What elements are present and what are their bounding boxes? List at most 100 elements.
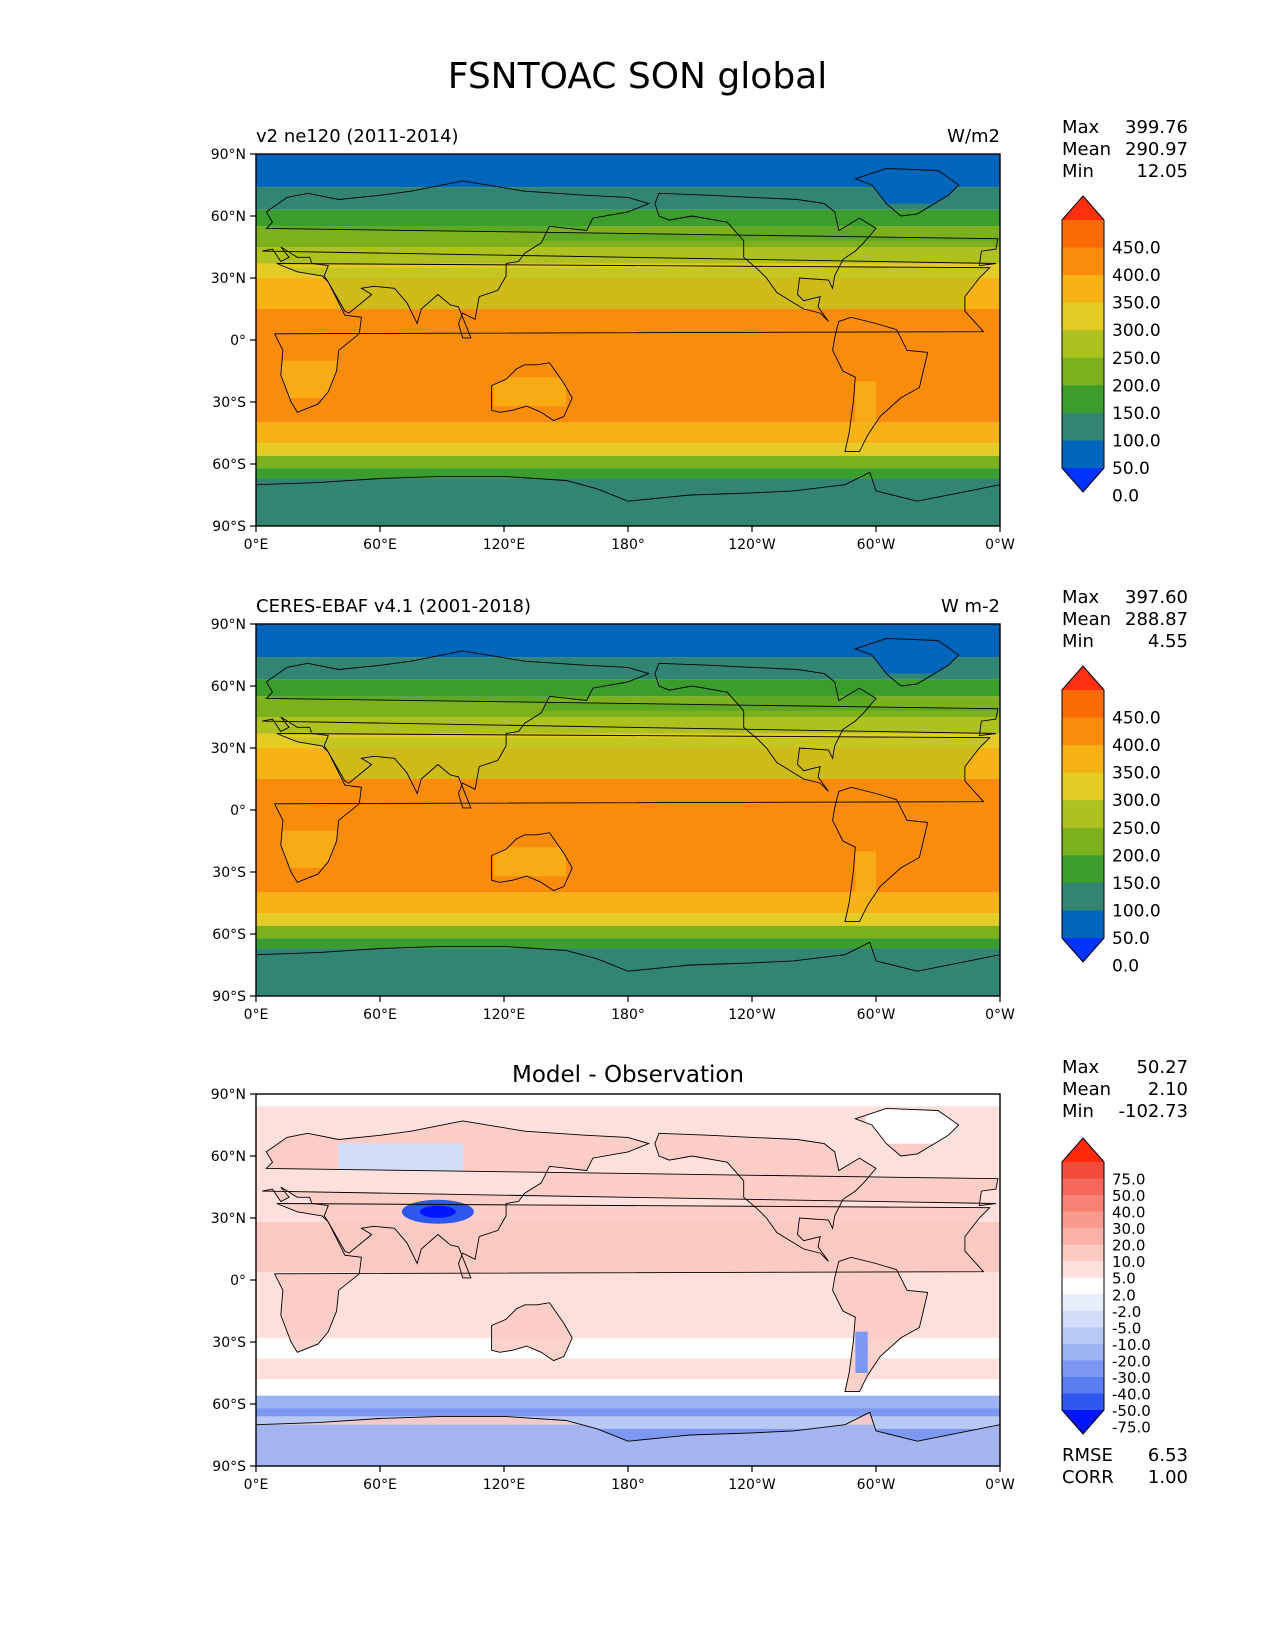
panel-center-title: Model - Observation bbox=[512, 1062, 744, 1088]
coastline bbox=[853, 638, 960, 687]
lat-tick-label: 60°N bbox=[211, 209, 246, 225]
colorbar-segment bbox=[1062, 1376, 1104, 1394]
colorbar-segment bbox=[1062, 1244, 1104, 1262]
coastline bbox=[273, 263, 991, 413]
panel-left-title: v2 ne120 (2011-2014) bbox=[256, 126, 459, 147]
colorbar-extend-top bbox=[1062, 196, 1104, 220]
field-band bbox=[256, 309, 1000, 423]
colorbar-tick-label: 20.0 bbox=[1112, 1237, 1145, 1255]
lat-tick-label: 0° bbox=[230, 803, 246, 819]
lon-tick-label: 0°E bbox=[244, 1477, 269, 1493]
colorbar-tick-label: -2.0 bbox=[1112, 1303, 1141, 1321]
colorbar-extend-bottom bbox=[1062, 1410, 1104, 1434]
colorbar-outline bbox=[1061, 1137, 1105, 1435]
colorbar-tick-label: 0.0 bbox=[1112, 957, 1139, 977]
map-panel-3: 90°N 60°N 30°N 0° 30°S 60°S 90°S 0°E 60°E 120°E 18… bbox=[211, 1057, 1188, 1493]
lon-tick-label: 180° bbox=[611, 1477, 645, 1493]
stat-label: CORR bbox=[1062, 1467, 1114, 1488]
stat-value: 290.97 bbox=[1125, 139, 1188, 160]
colorbar-segment bbox=[1062, 827, 1104, 856]
stat-value: 288.87 bbox=[1125, 609, 1188, 630]
stats-box: Max 399.76 Mean 290.97 Min 12.05 bbox=[1062, 117, 1188, 182]
lat-tick-label: 0° bbox=[230, 1273, 246, 1289]
colorbar-segment bbox=[1062, 717, 1104, 746]
colorbar-tick-label: 200.0 bbox=[1112, 376, 1161, 396]
colorbar-segment bbox=[1062, 910, 1104, 939]
field-band bbox=[256, 209, 1000, 227]
colorbar-tick-label: -10.0 bbox=[1112, 1336, 1151, 1354]
colorbar-segment bbox=[1062, 357, 1104, 386]
page-title: FSNTOAC SON global bbox=[447, 56, 828, 97]
field-band bbox=[256, 779, 1000, 893]
colorbar-tick-label: 75.0 bbox=[1112, 1171, 1145, 1189]
colorbar-segment bbox=[1062, 1261, 1104, 1279]
colorbar-tick-label: 100.0 bbox=[1112, 431, 1161, 451]
map-field bbox=[256, 1094, 1000, 1466]
map-panel-2: 90°N 60°N 30°N 0° 30°S 60°S 90°S 0°E 60°E 120°E 18… bbox=[211, 587, 1188, 1023]
stat-value: 397.60 bbox=[1125, 587, 1188, 608]
colorbar-segment bbox=[1062, 1393, 1104, 1411]
colorbar-tick-label: 100.0 bbox=[1112, 901, 1161, 921]
field-band bbox=[256, 1337, 1000, 1359]
coastline bbox=[832, 786, 929, 923]
colorbar-tick-label: 50.0 bbox=[1112, 459, 1150, 479]
field-band bbox=[256, 468, 1000, 479]
coastline bbox=[853, 168, 960, 217]
lon-tick-label: 120°E bbox=[483, 1007, 526, 1023]
colorbar-tick-label: 50.0 bbox=[1112, 929, 1150, 949]
lon-tick-label: 120°E bbox=[483, 1477, 526, 1493]
coastline bbox=[491, 832, 573, 892]
lat-tick-label: 30°S bbox=[212, 395, 246, 411]
coastlines bbox=[256, 638, 1000, 996]
colorbar-segment bbox=[1062, 1343, 1104, 1361]
stats-box: Max 50.27 Mean 2.10 Min -102.73 RMSE 6.53 CORR 1.… bbox=[1062, 1057, 1188, 1488]
field-band bbox=[256, 1379, 1000, 1396]
stat-label: Min bbox=[1062, 1101, 1094, 1122]
colorbar-segment bbox=[1062, 302, 1104, 331]
stat-label: Mean bbox=[1062, 139, 1111, 160]
colorbar-segment bbox=[1062, 1327, 1104, 1345]
colorbar-tick-label: 30.0 bbox=[1112, 1220, 1145, 1238]
field-band bbox=[256, 187, 1000, 210]
colorbar-segment bbox=[1062, 1211, 1104, 1229]
coastline bbox=[256, 941, 1000, 996]
field-band bbox=[256, 247, 1000, 264]
colorbar: 450.0 400.0 350.0 300.0 250.0 200.0 150.0 100.0… bbox=[1061, 195, 1161, 507]
lon-tick-label: 120°W bbox=[728, 1007, 776, 1023]
coastlines bbox=[256, 1108, 1000, 1466]
colorbar-tick-label: 350.0 bbox=[1112, 764, 1161, 784]
stat-value: 2.10 bbox=[1148, 1079, 1188, 1100]
colorbar-segment bbox=[1062, 385, 1104, 414]
stat-label: Mean bbox=[1062, 609, 1111, 630]
coastline bbox=[273, 733, 991, 883]
colorbar-tick-label: 250.0 bbox=[1112, 819, 1161, 839]
lat-tick-label: 90°N bbox=[211, 147, 246, 163]
colorbar-segment bbox=[1062, 745, 1104, 774]
stat-value: 50.27 bbox=[1136, 1057, 1188, 1078]
colorbar-tick-label: 350.0 bbox=[1112, 294, 1161, 314]
colorbar-tick-label: 400.0 bbox=[1112, 736, 1161, 756]
field-band bbox=[256, 455, 1000, 469]
lon-tick-label: 0°W bbox=[985, 1477, 1015, 1493]
stat-value: 399.76 bbox=[1125, 117, 1188, 138]
map-field bbox=[256, 624, 1000, 996]
coastline bbox=[832, 316, 929, 453]
coastline bbox=[491, 362, 573, 422]
field-band bbox=[256, 657, 1000, 680]
coastline bbox=[256, 471, 1000, 526]
colorbar-segment bbox=[1062, 882, 1104, 911]
colorbar-extend-top bbox=[1062, 666, 1104, 690]
lon-tick-label: 60°W bbox=[857, 1007, 896, 1023]
colorbar-tick-label: -75.0 bbox=[1112, 1419, 1151, 1437]
colorbar: 75.050.040.030.020.010.05.02.0-2.0-5.0-1… bbox=[1061, 1137, 1151, 1437]
coastline bbox=[654, 1132, 877, 1262]
colorbar-tick-label: 400.0 bbox=[1112, 266, 1161, 286]
colorbar-outline bbox=[1061, 195, 1105, 493]
colorbar-segment bbox=[1062, 220, 1104, 249]
colorbar-segment bbox=[1062, 1277, 1104, 1295]
lon-tick-label: 120°W bbox=[728, 1477, 776, 1493]
map-field bbox=[256, 154, 1000, 526]
lon-tick-label: 60°E bbox=[363, 537, 397, 553]
colorbar-tick-label: -20.0 bbox=[1112, 1352, 1151, 1370]
